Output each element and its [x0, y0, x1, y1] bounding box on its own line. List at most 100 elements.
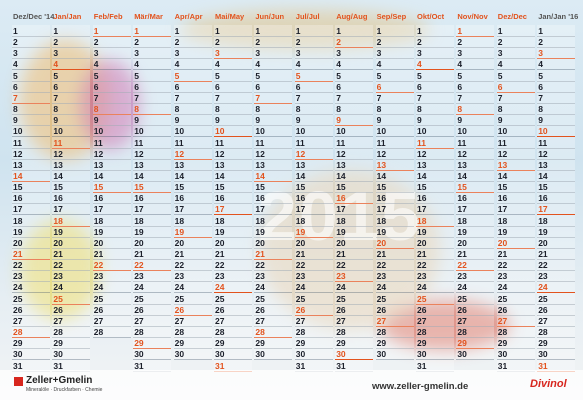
- day-number: 24: [53, 282, 63, 293]
- day-number: 23: [457, 271, 467, 282]
- month-header: Apr/Apr: [174, 12, 203, 21]
- day-row: 24: [12, 281, 50, 294]
- day-number: 8: [457, 104, 463, 115]
- day-number: 30: [417, 349, 427, 360]
- day-row: 23: [416, 270, 454, 283]
- day-row: 10: [416, 125, 454, 138]
- day-row: 23: [52, 270, 91, 283]
- day-row: 27: [52, 314, 91, 327]
- day-row: 2: [375, 36, 414, 49]
- day-number: 20: [93, 237, 104, 248]
- day-row: 16: [416, 192, 454, 205]
- day-row: 22: [537, 259, 576, 272]
- day-number: 27: [376, 315, 387, 326]
- day-number: 21: [255, 249, 265, 259]
- day-row: 12: [92, 147, 131, 160]
- day-row: 3: [375, 47, 414, 60]
- day-number: 7: [93, 92, 99, 103]
- day-row: 11: [12, 136, 50, 149]
- day-row: 6: [12, 80, 50, 93]
- day-number: 27: [417, 315, 427, 326]
- day-number: 22: [13, 260, 23, 271]
- day-row: 24: [294, 281, 333, 294]
- day-row: 17: [335, 203, 374, 216]
- day-number: 13: [13, 159, 23, 170]
- day-row: 19: [496, 225, 535, 238]
- day-row: 17: [537, 203, 576, 216]
- day-number: 20: [53, 237, 63, 248]
- day-number: 27: [13, 315, 23, 326]
- day-row: 3: [335, 47, 374, 60]
- day-number: 23: [538, 271, 548, 282]
- day-number: 9: [174, 115, 180, 126]
- day-row: 23: [456, 270, 495, 283]
- day-row: 21: [335, 248, 374, 260]
- day-number: 20: [13, 237, 23, 248]
- day-number: 7: [215, 92, 220, 103]
- day-row: 20: [52, 236, 91, 249]
- day-number: 9: [295, 115, 301, 126]
- day-row: 13: [456, 158, 495, 171]
- day-row: 9: [416, 114, 454, 127]
- day-number: 4: [53, 59, 59, 70]
- day-number: 27: [215, 315, 225, 326]
- day-row: 24: [92, 281, 131, 294]
- day-number: 7: [538, 92, 543, 103]
- day-row: 14: [214, 169, 252, 182]
- day-row: 30: [52, 348, 91, 361]
- day-row: 2: [173, 36, 212, 49]
- day-row: 17: [133, 203, 172, 216]
- day-row: 15: [214, 181, 252, 194]
- day-row: 17: [52, 203, 91, 216]
- day-row: 20: [92, 236, 131, 249]
- day-number: 1: [134, 26, 139, 36]
- day-row: 12: [12, 147, 50, 160]
- day-number: 26: [255, 304, 265, 315]
- day-number: 12: [215, 148, 225, 159]
- day-number: 18: [13, 215, 23, 226]
- day-row: 7: [254, 91, 293, 104]
- day-row: 8: [456, 103, 495, 116]
- day-row: 22: [416, 259, 454, 272]
- day-number: 29: [13, 338, 23, 349]
- day-number: 17: [93, 204, 104, 215]
- day-number: 17: [538, 204, 548, 215]
- day-number: 1: [457, 26, 463, 36]
- month-header: Dez/Dec '14: [13, 12, 55, 21]
- day-number: 5: [53, 70, 59, 81]
- day-row: 24: [496, 281, 535, 294]
- day-row: 30: [416, 348, 454, 361]
- day-number: 4: [13, 59, 18, 70]
- day-number: 1: [13, 26, 18, 36]
- day-number: 30: [255, 349, 265, 360]
- day-row: 28: [496, 326, 535, 339]
- day-row: 3: [537, 47, 576, 60]
- day-row: 11: [416, 136, 454, 149]
- day-row: 14: [375, 169, 414, 182]
- day-number: 25: [295, 293, 306, 304]
- day-number: 28: [255, 327, 265, 338]
- day-row: 29: [52, 337, 91, 350]
- day-number: 19: [295, 226, 306, 237]
- day-row: 20: [416, 236, 454, 249]
- day-number: 18: [295, 215, 306, 226]
- day-row: 8: [416, 103, 454, 116]
- day-row: 25: [52, 292, 91, 305]
- day-number: 27: [255, 315, 265, 326]
- day-number: 12: [134, 148, 144, 159]
- day-number: 29: [538, 338, 548, 349]
- day-number: 14: [255, 170, 265, 181]
- day-row: 2: [537, 36, 576, 49]
- day-number: 3: [93, 48, 99, 59]
- day-row: 23: [294, 270, 333, 283]
- day-number: 12: [336, 148, 346, 159]
- day-row: 22: [456, 259, 495, 272]
- day-row: 9: [52, 114, 91, 127]
- day-row: 21: [537, 248, 576, 260]
- day-number: 26: [457, 304, 467, 315]
- day-row: 19: [294, 225, 333, 238]
- day-number: 15: [255, 182, 265, 193]
- day-number: 3: [376, 48, 382, 59]
- day-number: 3: [497, 48, 503, 59]
- day-row: 23: [335, 270, 374, 283]
